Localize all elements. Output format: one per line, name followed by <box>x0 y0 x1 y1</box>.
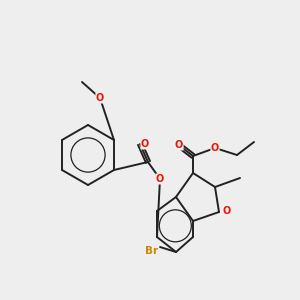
Text: O: O <box>175 140 183 150</box>
Text: O: O <box>223 206 231 216</box>
Text: O: O <box>211 143 219 153</box>
Text: O: O <box>156 174 164 184</box>
Text: O: O <box>141 139 149 149</box>
Text: O: O <box>96 93 104 103</box>
Text: Br: Br <box>146 246 159 256</box>
